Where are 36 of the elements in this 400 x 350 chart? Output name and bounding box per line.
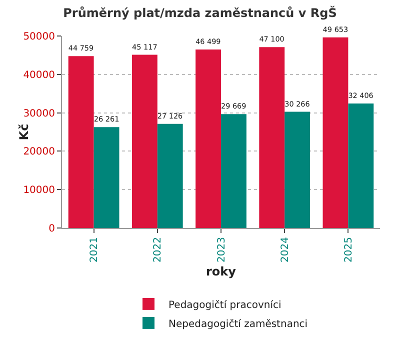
y-axis-title: Kč — [17, 124, 31, 140]
y-tick-label: 0 — [48, 224, 55, 234]
chart-title: Průměrný plat/mzda zaměstnanců v RgŠ — [63, 5, 337, 20]
data-label: 47 100 — [259, 34, 285, 44]
data-label: 29 669 — [221, 102, 247, 111]
x-tick-label: 2024 — [280, 237, 291, 262]
legend-label: Nepedagogičtí zaměstnanci — [168, 318, 308, 330]
bar — [68, 56, 94, 228]
x-tick-label: 2025 — [343, 237, 354, 262]
bar — [284, 112, 310, 228]
data-label: 45 117 — [132, 42, 158, 52]
bar — [132, 54, 158, 228]
bar — [259, 47, 285, 228]
legend-label: Pedagogičtí pracovníci — [168, 300, 282, 311]
bar — [196, 49, 221, 228]
data-label: 46 499 — [196, 37, 222, 46]
x-tick-label: 2022 — [152, 237, 164, 262]
y-tick-label: 10000 — [23, 185, 55, 196]
data-label: 30 266 — [284, 99, 310, 108]
data-label: 49 653 — [322, 24, 349, 34]
data-label: 44 759 — [68, 44, 94, 53]
x-axis-title: roky — [206, 264, 236, 278]
data-label: 26 261 — [94, 114, 120, 124]
data-label: 27 126 — [157, 111, 184, 120]
bar — [322, 37, 348, 228]
bar — [221, 114, 246, 228]
y-tick-label: 20000 — [23, 146, 55, 158]
x-tick-label: 2021 — [89, 237, 100, 262]
bar — [94, 127, 120, 228]
y-tick-label: 50000 — [23, 32, 55, 42]
y-tick-label: 40000 — [23, 70, 55, 81]
bar — [157, 124, 183, 228]
x-tick-label: 2023 — [216, 237, 228, 262]
bar — [348, 104, 374, 228]
data-label: 32 406 — [348, 91, 374, 100]
y-tick-label: 30000 — [23, 108, 55, 120]
